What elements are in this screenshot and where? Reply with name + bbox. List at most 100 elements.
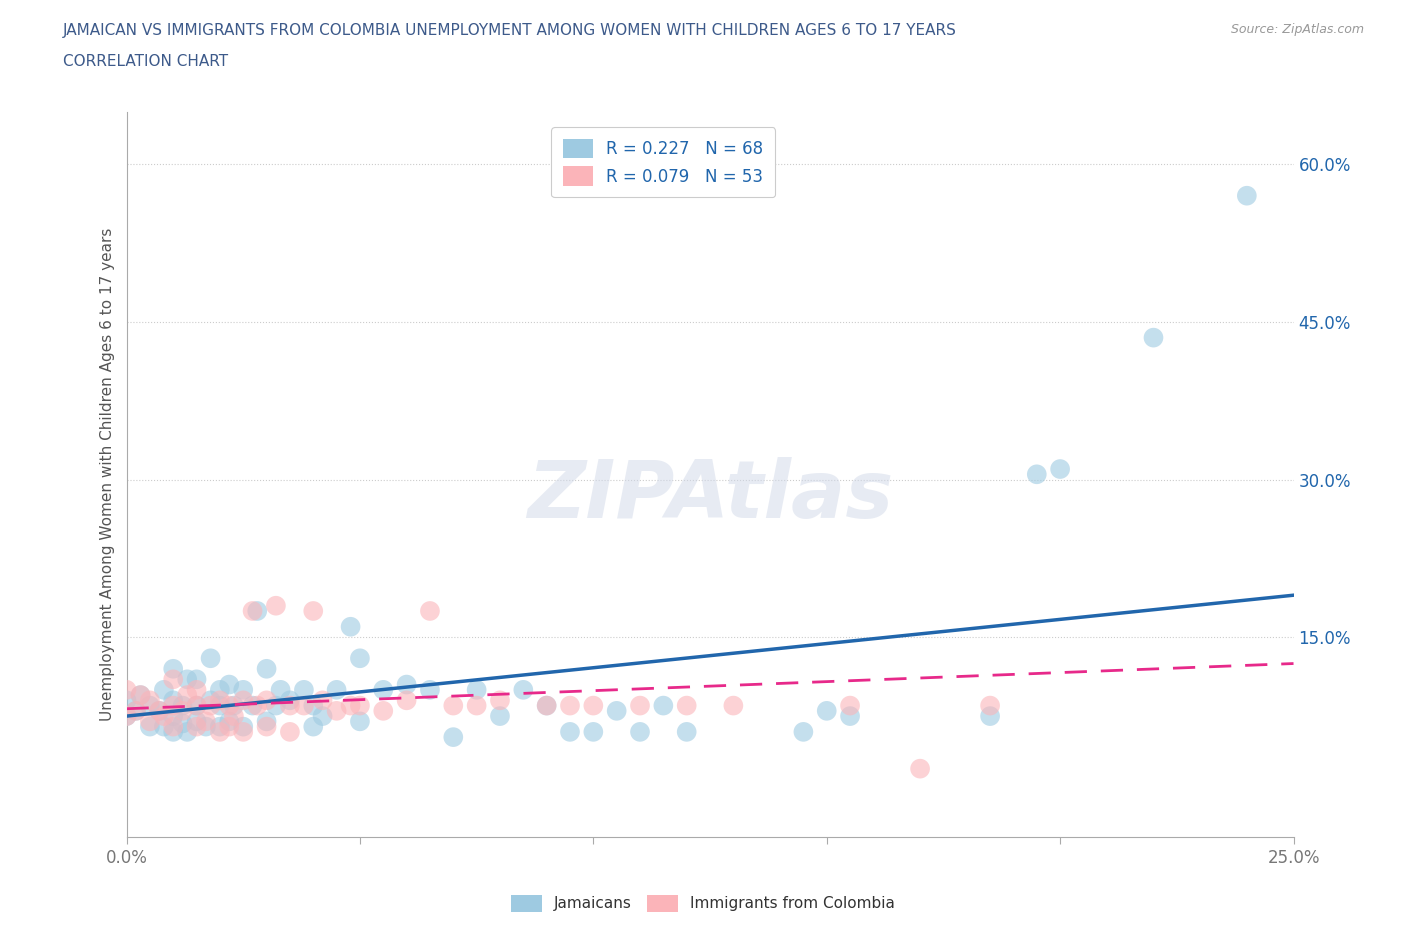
Point [172,698,194,713]
Point [162,709,184,724]
Point [652,698,675,713]
Point [465,683,488,698]
Point [395,693,418,708]
Point [115,693,138,708]
Point [162,671,184,686]
Point [218,714,240,729]
Point [302,698,325,713]
Point [558,698,581,713]
Point [148,703,170,718]
Point [148,703,170,718]
Point [125,703,148,718]
Point [218,677,240,692]
Point [339,619,361,634]
Point [419,604,441,618]
Point [176,724,198,739]
Point [839,698,862,713]
Point [339,698,361,713]
Point [325,683,347,698]
Point [270,683,292,698]
Point [419,683,441,698]
Point [675,724,697,739]
Point [172,703,194,718]
Point [1025,467,1047,482]
Point [176,671,198,686]
Point [325,703,347,718]
Point [208,693,231,708]
Point [264,598,287,613]
Point [246,604,269,618]
Point [292,698,315,713]
Point [115,683,138,698]
Point [1236,188,1258,203]
Point [723,698,745,713]
Point [441,730,464,745]
Point [194,714,217,729]
Point [162,719,184,734]
Point [222,709,245,724]
Point [373,683,395,698]
Point [292,683,315,698]
Point [129,687,152,702]
Point [311,709,333,724]
Point [200,698,222,713]
Point [792,724,814,739]
Point [162,661,184,676]
Point [208,683,231,698]
Text: JAMAICAN VS IMMIGRANTS FROM COLOMBIA UNEMPLOYMENT AMONG WOMEN WITH CHILDREN AGES: JAMAICAN VS IMMIGRANTS FROM COLOMBIA UNE… [63,23,957,38]
Point [1142,330,1164,345]
Point [139,698,162,713]
Point [489,693,512,708]
Point [115,709,138,724]
Point [162,698,184,713]
Text: Source: ZipAtlas.com: Source: ZipAtlas.com [1230,23,1364,36]
Point [536,698,558,713]
Point [162,724,184,739]
Point [139,714,162,729]
Point [208,698,231,713]
Point [908,762,931,777]
Point [278,698,301,713]
Point [815,703,838,718]
Text: CORRELATION CHART: CORRELATION CHART [63,54,228,69]
Point [200,693,222,708]
Point [246,698,269,713]
Point [256,714,278,729]
Y-axis label: Unemployment Among Women with Children Ages 6 to 17 years: Unemployment Among Women with Children A… [100,228,115,721]
Point [536,698,558,713]
Point [242,698,264,713]
Point [176,687,198,702]
Legend: Jamaicans, Immigrants from Colombia: Jamaicans, Immigrants from Colombia [505,889,901,918]
Point [242,604,264,618]
Point [218,719,240,734]
Point [186,671,208,686]
Point [153,683,176,698]
Point [979,709,1001,724]
Legend: R = 0.227   N = 68, R = 0.079   N = 53: R = 0.227 N = 68, R = 0.079 N = 53 [551,127,775,197]
Point [675,698,697,713]
Point [302,719,325,734]
Point [256,693,278,708]
Point [186,714,208,729]
Point [153,709,176,724]
Point [256,719,278,734]
Point [256,661,278,676]
Point [139,693,162,708]
Point [129,687,152,702]
Point [465,698,488,713]
Point [373,703,395,718]
Point [512,683,534,698]
Point [349,714,371,729]
Point [558,724,581,739]
Point [172,716,194,731]
Point [582,724,605,739]
Point [200,651,222,666]
Point [441,698,464,713]
Point [302,604,325,618]
Point [311,693,333,708]
Point [349,651,371,666]
Point [278,693,301,708]
Point [186,698,208,713]
Point [153,719,176,734]
Point [139,719,162,734]
